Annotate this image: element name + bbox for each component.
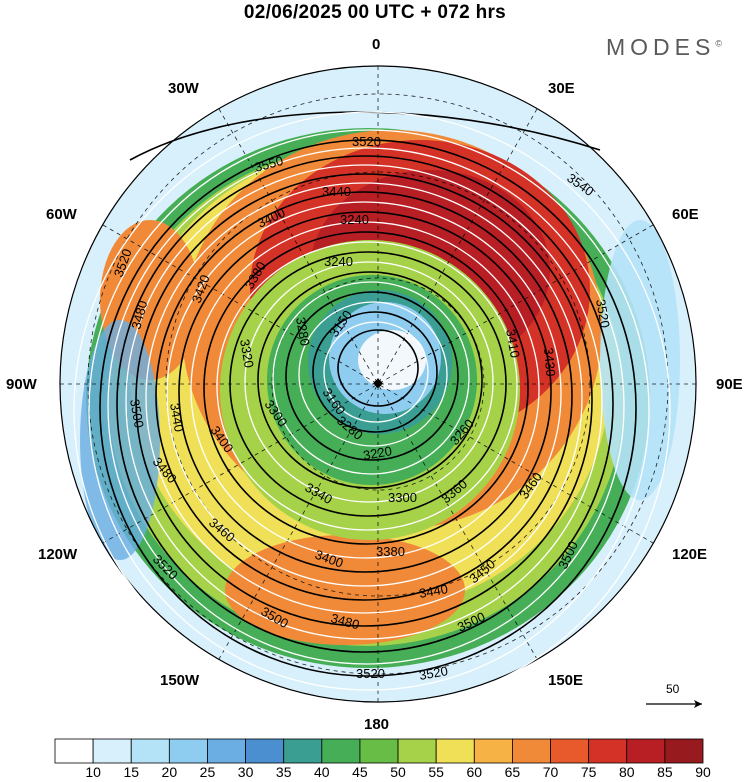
- contour-label: 3500: [127, 398, 147, 429]
- colorbar-tick-label: 60: [466, 764, 483, 780]
- contour-label: 3440: [322, 184, 351, 199]
- contour-label: 3520: [593, 298, 613, 329]
- contour-label: 3430: [541, 347, 558, 377]
- contour-label: 3440: [418, 581, 449, 601]
- longitude-label-60e: 60E: [672, 206, 699, 223]
- longitude-label-120e: 120E: [672, 546, 708, 563]
- contour-label: 3480: [329, 610, 361, 632]
- colorbar-swatch: [512, 738, 551, 764]
- colorbar-tick-label: 70: [542, 764, 559, 780]
- colorbar-tick-label: 75: [580, 764, 597, 780]
- colorbar-tick-label: 55: [428, 764, 444, 780]
- contour-label: 3410: [503, 328, 523, 359]
- contour-label: 3440: [167, 402, 187, 433]
- longitude-label-60w: 60W: [46, 206, 77, 223]
- colorbar-swatch: [588, 738, 628, 764]
- colorbar-swatch: [54, 738, 94, 764]
- colorbar-swatch: [473, 738, 513, 764]
- longitude-label-150w: 150W: [160, 672, 200, 689]
- colorbar-swatch: [664, 738, 704, 764]
- longitude-label-90w: 90W: [6, 376, 37, 393]
- contour-label: 3220: [362, 443, 393, 463]
- colorbar-swatch: [168, 738, 208, 764]
- longitude-label-90e: 90E: [716, 376, 743, 393]
- pole-marker: [373, 378, 383, 389]
- longitude-label-0: 0: [372, 36, 381, 53]
- reference-vector-value: 50: [666, 682, 680, 696]
- colorbar-tick-label: 35: [275, 764, 292, 780]
- colorbar-tick-label: 85: [657, 764, 673, 780]
- colorbar-swatch: [435, 738, 475, 764]
- colorbar-tick-label: 50: [390, 764, 406, 780]
- colorbar-swatch: [92, 738, 132, 764]
- contour-label: 3550: [253, 153, 285, 175]
- contour-label: 3240: [340, 212, 369, 227]
- longitude-label-150e: 150E: [548, 672, 584, 689]
- colorbar-swatch: [626, 738, 666, 764]
- colorbar-swatch: [130, 738, 170, 764]
- contour-label: 3480: [128, 299, 150, 331]
- contour-label: 3320: [237, 338, 257, 369]
- brand-mark: ©: [715, 38, 722, 49]
- brand-logo: MODES©: [606, 34, 722, 61]
- colorbar-tick-label: 10: [85, 764, 101, 780]
- longitude-label-30w: 30W: [168, 80, 199, 97]
- colorbar-tick-label: 15: [123, 764, 140, 780]
- colorbar-swatch: [321, 738, 361, 764]
- brand-name: MODES: [606, 34, 716, 60]
- longitude-label-30e: 30E: [548, 80, 575, 97]
- contour-label: 3520: [418, 663, 449, 683]
- colorbar-tick-label: 30: [237, 764, 254, 780]
- colorbar-tick-label: 20: [161, 764, 178, 780]
- longitude-label-180: 180: [364, 716, 390, 733]
- colorbar-swatch: [359, 738, 399, 764]
- contour-label: 3300: [388, 490, 417, 505]
- contour-label: 3380: [376, 544, 405, 559]
- reference-vector-arrow-icon: [646, 700, 702, 708]
- colorbar-tick-label: 25: [199, 764, 216, 780]
- colorbar-swatch: [207, 738, 246, 764]
- colorbar: [54, 738, 704, 764]
- colorbar-tick-label: 45: [352, 764, 368, 780]
- colorbar-swatch: [283, 738, 323, 764]
- contour-label: 3240: [324, 254, 353, 269]
- wind-streamlines: [73, 111, 671, 709]
- colorbar-swatch: [550, 738, 590, 764]
- contour-label: 3520: [352, 134, 381, 149]
- colorbar-swatch: [245, 738, 285, 764]
- colorbar-tick-label: 40: [314, 764, 330, 780]
- contour-label: 3280: [293, 316, 313, 347]
- longitude-label-120w: 120W: [38, 546, 78, 563]
- colorbar-swatch: [397, 738, 437, 764]
- colorbar-tick-label: 90: [695, 764, 711, 780]
- colorbar-tick-label: 65: [504, 764, 521, 780]
- contour-label: 3520: [356, 666, 385, 681]
- height-contours: [99, 111, 637, 677]
- colorbar-tick-label: 80: [618, 764, 635, 780]
- map-title: 02/06/2025 00 UTC + 072 hrs: [243, 2, 507, 23]
